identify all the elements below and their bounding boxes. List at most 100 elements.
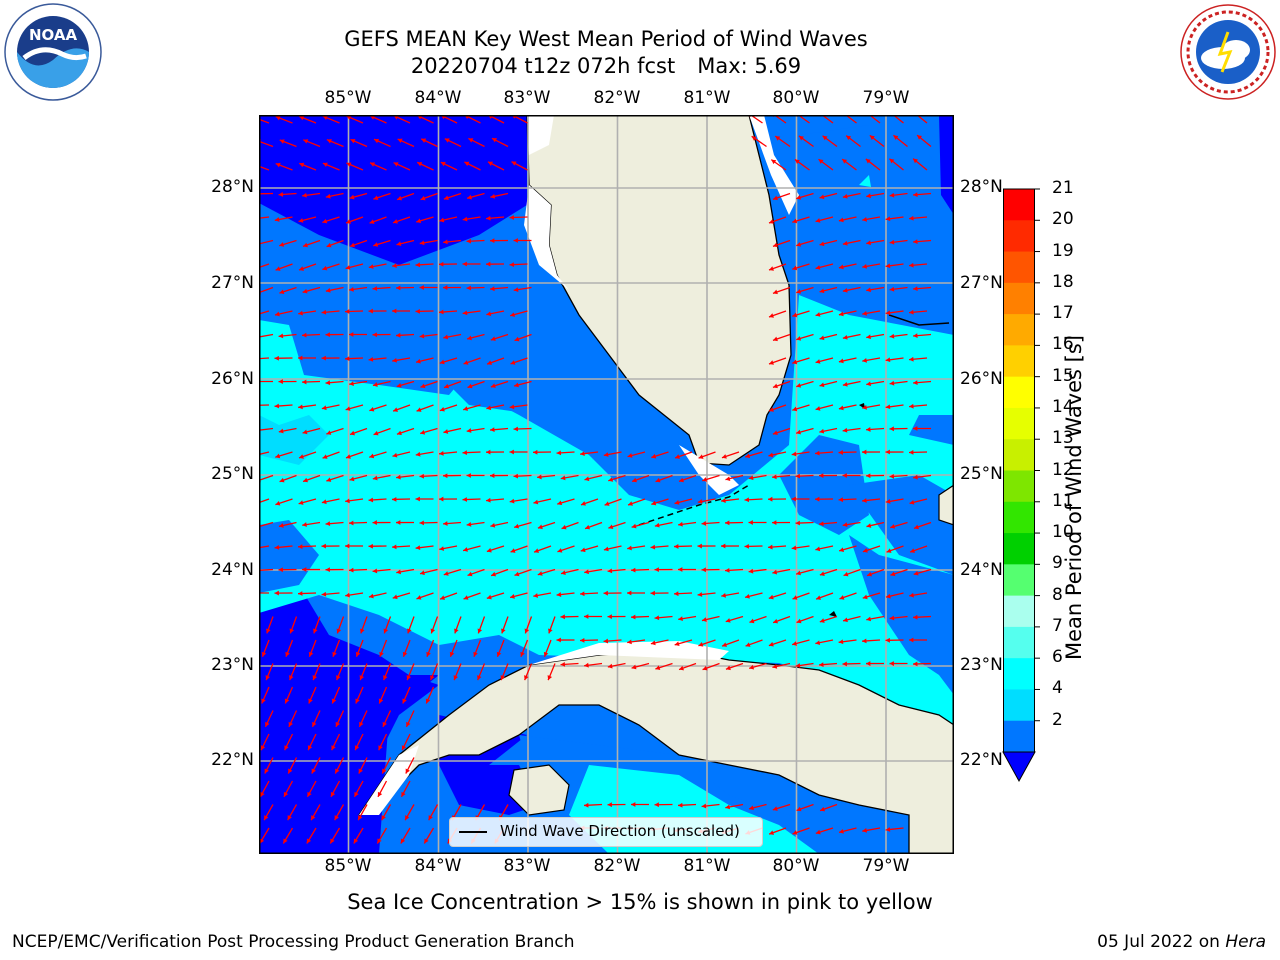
colorbar <box>1002 188 1040 783</box>
wind-wave-arrowhead <box>372 332 377 338</box>
wind-wave-arrowhead <box>274 311 280 317</box>
wind-wave-arrowhead <box>772 336 778 342</box>
wind-wave-arrowhead <box>463 406 469 411</box>
wind-wave-arrowhead <box>533 593 539 598</box>
lat-tick-left-27n: 27°N <box>211 273 254 293</box>
wind-wave-arrowhead <box>368 308 373 314</box>
wind-wave-arrowhead <box>822 135 828 141</box>
wind-wave-arrowhead <box>307 745 313 751</box>
wind-wave-arrowhead <box>819 241 825 247</box>
wind-wave-arrowhead <box>769 313 774 318</box>
noaa-logo: NOAA <box>4 3 102 101</box>
lon-tick-bottom-81w: 81°W <box>683 856 731 876</box>
wind-wave-arrowhead <box>792 312 798 318</box>
wind-wave-arrowhead <box>486 261 491 267</box>
wind-wave-arrowhead <box>275 115 281 121</box>
wind-wave-arrow <box>797 115 810 124</box>
colorbar-tick-label: 9 <box>1052 553 1063 574</box>
wind-wave-arrowhead <box>913 158 918 164</box>
wind-wave-arrowhead <box>543 651 549 657</box>
wind-wave-arrowhead <box>430 675 435 681</box>
wind-wave-arrowhead <box>909 309 914 315</box>
wind-wave-arrowhead <box>768 594 774 600</box>
wind-wave-arrow <box>259 498 270 504</box>
wind-wave-arrowhead <box>889 615 895 621</box>
wind-wave-arrowhead <box>443 473 448 479</box>
wind-wave-arrowhead <box>439 261 444 267</box>
wind-wave-arrowhead <box>466 428 472 433</box>
lon-tick-top-84w: 84°W <box>414 88 462 108</box>
wind-wave-arrowhead <box>487 161 493 166</box>
wind-wave-arrowhead <box>547 675 553 681</box>
wind-wave-arrowhead <box>354 791 359 797</box>
wind-wave-arrowhead <box>278 567 283 573</box>
wind-wave-arrowhead <box>509 215 514 220</box>
wind-wave-arrowhead <box>842 193 848 199</box>
wind-wave-arrowhead <box>701 803 707 809</box>
wind-wave-arrowhead <box>486 405 492 411</box>
wind-wave-arrowhead <box>396 430 402 436</box>
wind-wave-arrowhead <box>561 524 567 530</box>
wind-wave-arrowhead <box>842 240 848 246</box>
wind-wave-arrowhead <box>311 768 316 774</box>
wind-wave-arrowhead <box>866 427 871 432</box>
wind-wave-arrowhead <box>725 476 731 481</box>
wind-wave-arrowhead <box>772 242 778 248</box>
wind-wave-arrowhead <box>909 449 914 455</box>
wind-wave-arrowhead <box>580 547 586 553</box>
wind-wave-arrowhead <box>275 500 281 506</box>
wind-wave-arrowhead <box>773 618 779 624</box>
colorbar-cell <box>1003 533 1035 565</box>
wind-wave-arrowhead <box>424 838 429 844</box>
wind-wave-arrowhead <box>416 358 421 364</box>
wind-wave-arrowhead <box>796 806 802 812</box>
wind-wave-arrowhead <box>791 496 796 502</box>
wind-wave-arrowhead <box>889 661 894 666</box>
wind-wave-arrowhead <box>359 721 364 727</box>
wind-wave-arrowhead <box>501 628 506 634</box>
lat-tick-left-28n: 28°N <box>211 177 254 197</box>
wind-wave-arrowhead <box>322 265 328 271</box>
wind-wave-arrowhead <box>331 745 336 751</box>
wind-wave-arrowhead <box>392 263 397 269</box>
wind-wave-arrowhead <box>818 159 824 164</box>
wind-wave-arrowhead <box>264 768 269 774</box>
wind-wave-arrowhead <box>289 675 294 681</box>
wind-wave-arrowhead <box>373 195 379 201</box>
wind-wave-arrowhead <box>397 138 403 144</box>
wind-wave-arrowhead <box>862 828 868 833</box>
wind-wave-arrowhead <box>326 242 332 248</box>
wind-wave-arrowhead <box>650 544 656 550</box>
wind-wave-arrowhead <box>298 218 304 223</box>
wind-wave-arrowhead <box>322 115 328 121</box>
wind-wave-arrowhead <box>514 382 519 388</box>
wind-wave-arrowhead <box>585 524 590 530</box>
wind-wave-arrowhead <box>278 333 284 339</box>
wind-wave-arrowhead <box>379 651 384 657</box>
wind-wave-arrowhead <box>769 360 774 365</box>
wind-wave-arrowhead <box>349 194 355 200</box>
wind-wave-arrowhead <box>815 640 821 646</box>
wind-wave-arrowhead <box>443 239 448 245</box>
wind-wave-arrowhead <box>795 663 801 668</box>
wind-wave-arrowhead <box>405 815 410 821</box>
wind-wave-arrowhead <box>678 802 683 808</box>
wind-wave-arrowhead <box>350 242 355 248</box>
wind-wave-arrowhead <box>794 159 800 164</box>
wind-wave-arrowhead <box>496 651 502 657</box>
wind-wave-arrowhead <box>509 449 514 455</box>
wind-wave-arrowhead <box>415 308 420 314</box>
wind-wave-arrowhead <box>842 427 848 433</box>
wind-wave-arrowhead <box>396 332 401 338</box>
wind-wave-arrowhead <box>557 548 563 553</box>
wind-wave-arrowhead <box>839 595 845 600</box>
wind-wave-arrowhead <box>382 721 387 727</box>
wind-wave-arrowhead <box>749 618 755 624</box>
wind-wave-arrowhead <box>415 451 421 457</box>
wind-wave-arrowhead <box>416 407 422 412</box>
wind-wave-arrowhead <box>349 381 354 386</box>
colorbar-cell <box>1003 251 1035 284</box>
land-bahamas-andros <box>938 484 954 526</box>
wind-wave-arrowhead <box>701 617 707 622</box>
wind-wave-arrowhead <box>381 815 386 821</box>
